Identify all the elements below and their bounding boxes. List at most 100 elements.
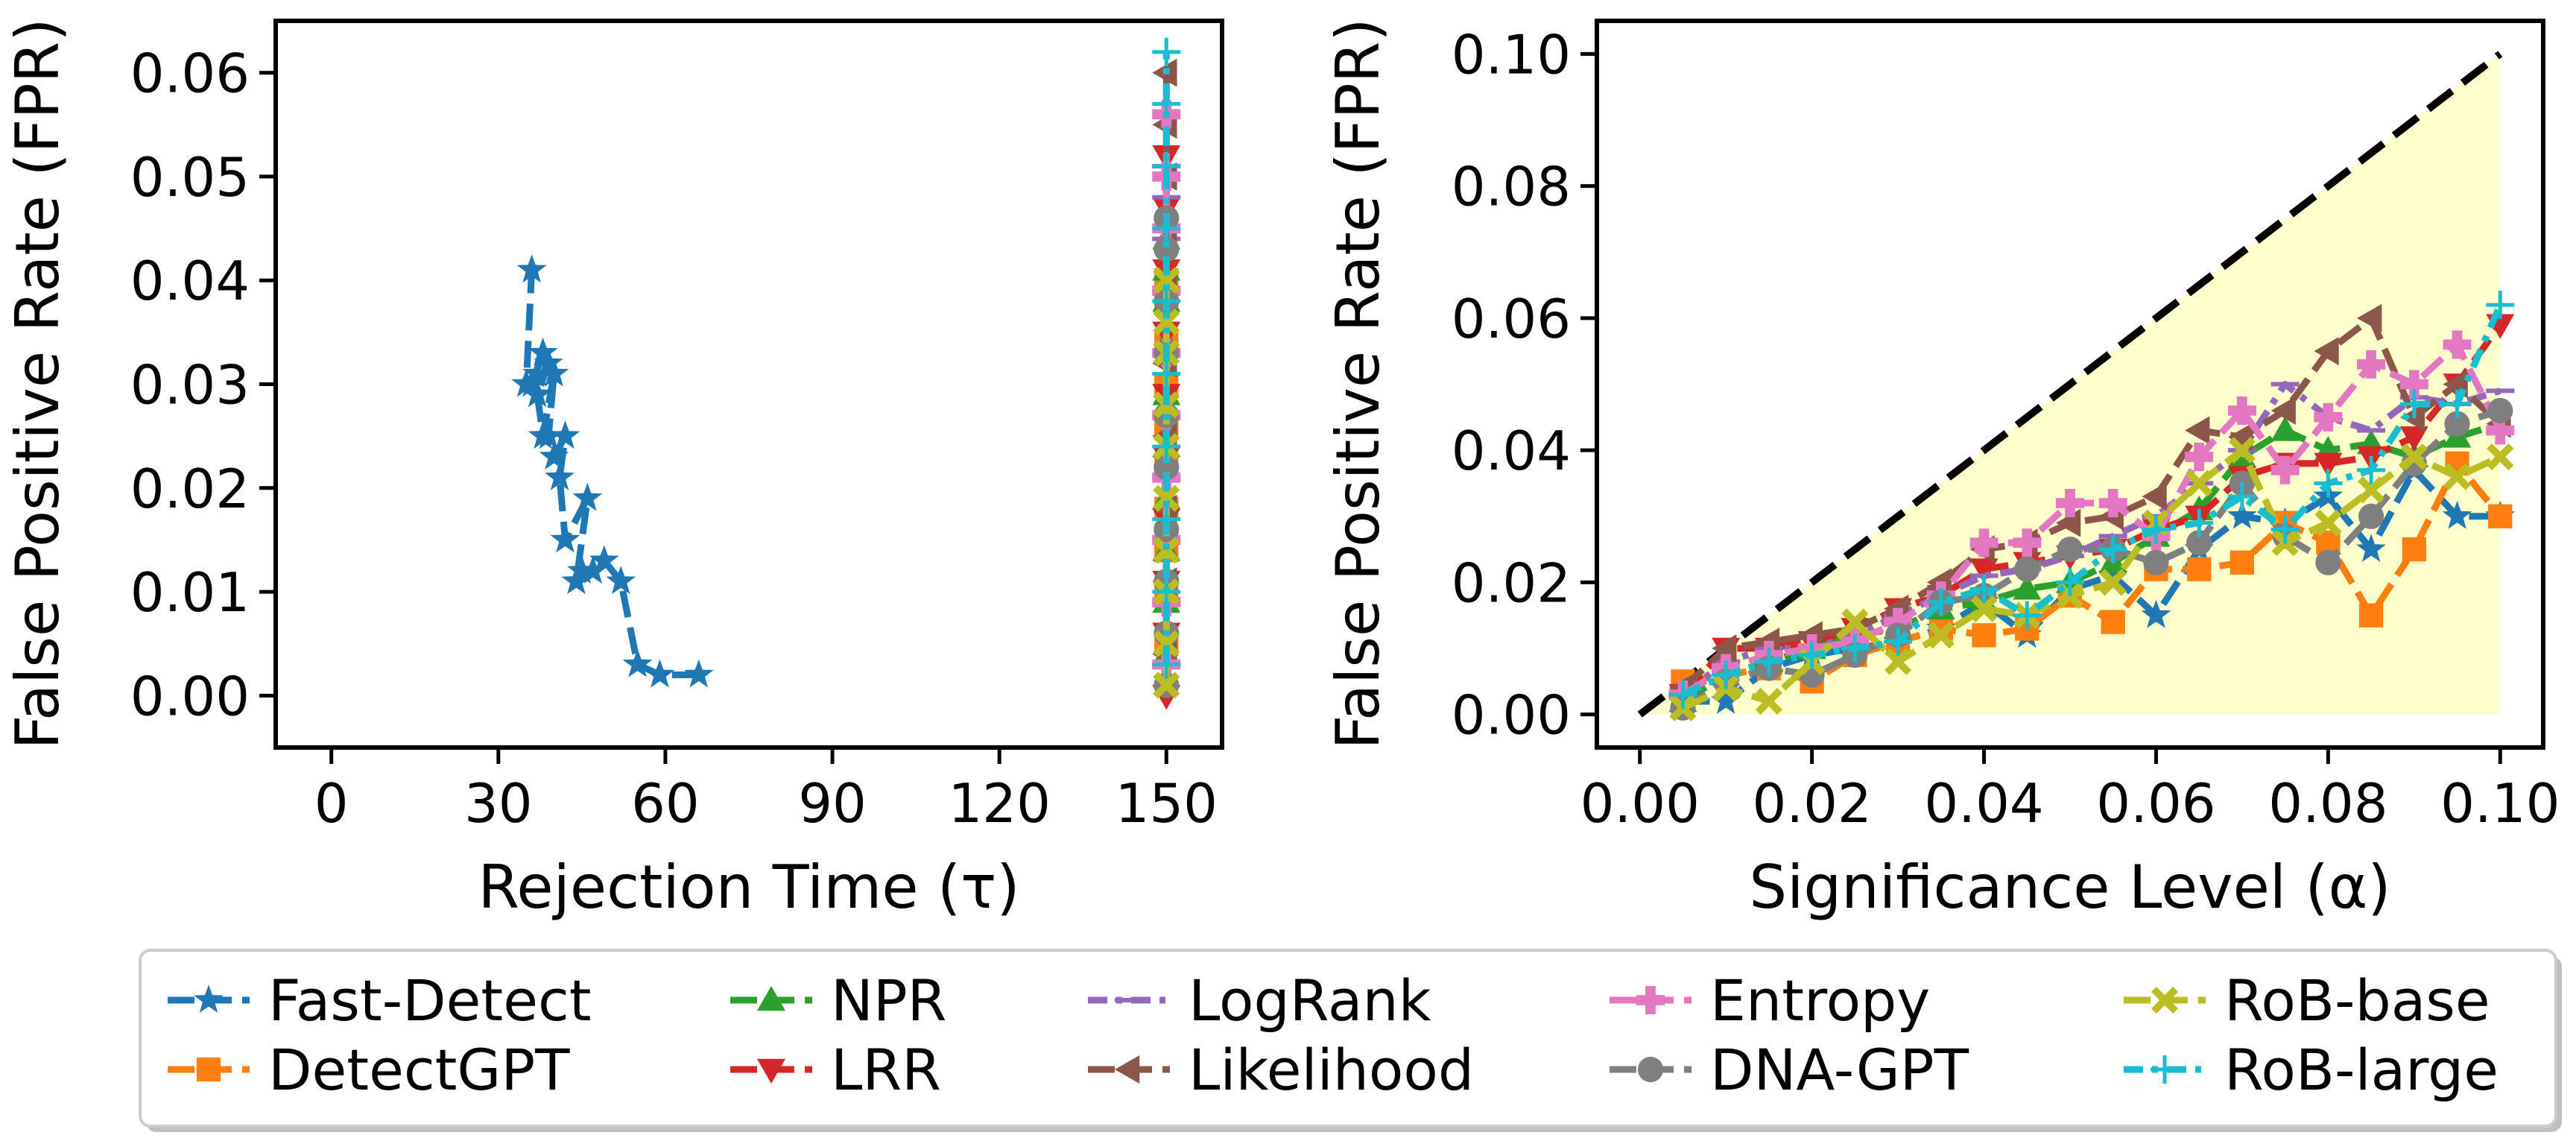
data-point-entropy bbox=[2013, 528, 2042, 557]
left-plot-area bbox=[511, 37, 1181, 710]
data-point-detectgpt bbox=[2230, 550, 2255, 575]
right-y-tick-label: 0.10 bbox=[1452, 23, 1571, 86]
data-point-dna-gpt bbox=[2057, 536, 2083, 563]
data-point-rob-base bbox=[1841, 608, 1869, 636]
legend-item-detectgpt: DetectGPT bbox=[168, 1037, 570, 1103]
data-point-rob-large bbox=[1152, 505, 1181, 534]
data-point-rob-large bbox=[1152, 578, 1181, 607]
data-point-rob-base bbox=[1153, 537, 1180, 564]
data-point-fast-detect bbox=[2227, 500, 2257, 529]
data-point-rob-large bbox=[1926, 588, 1955, 616]
right-y-tick-label: 0.02 bbox=[1452, 552, 1571, 614]
data-point-rob-large bbox=[1152, 650, 1181, 679]
data-point-rob-base bbox=[2358, 476, 2385, 504]
legend-item-dna-gpt: DNA-GPT bbox=[1610, 1037, 1969, 1103]
data-point-detectgpt bbox=[2101, 610, 2125, 634]
series-line-entropy bbox=[1681, 341, 2504, 698]
legend-marker-detectgpt bbox=[196, 1057, 221, 1082]
series-rob-large bbox=[1668, 291, 2515, 710]
legend-item-likelihood: Likelihood bbox=[1088, 1037, 1474, 1103]
left-axes-frame bbox=[273, 19, 1224, 750]
data-point-entropy bbox=[2486, 416, 2515, 445]
data-point-rob-base bbox=[1153, 484, 1180, 512]
left-y-axis-label: False Positive Rate (FPR) bbox=[3, 18, 72, 749]
legend-item-fast-detect: Fast-Detect bbox=[168, 967, 592, 1034]
data-point-rob-large bbox=[2443, 390, 2472, 419]
right-y-tick-label: 0.08 bbox=[1452, 156, 1571, 218]
data-point-rob-large bbox=[2185, 508, 2214, 537]
data-point-fast-detect bbox=[577, 555, 608, 584]
data-point-likelihood bbox=[2142, 482, 2167, 511]
data-point-fast-detect bbox=[606, 566, 636, 595]
legend-marker-rob-large bbox=[2151, 1055, 2179, 1084]
data-point-rob-large bbox=[1969, 575, 1999, 604]
data-point-entropy bbox=[2270, 455, 2300, 484]
data-point-fast-detect bbox=[2442, 500, 2472, 529]
right-y-axis-label: False Positive Rate (FPR) bbox=[1323, 18, 1393, 749]
left-y-tick-label: 0.05 bbox=[130, 146, 250, 209]
data-point-entropy bbox=[2443, 330, 2472, 359]
data-point-rob-large bbox=[2013, 601, 2042, 630]
legend-frame bbox=[139, 949, 2557, 1128]
data-point-fast-detect bbox=[511, 368, 542, 397]
data-point-likelihood bbox=[2357, 303, 2382, 332]
data-point-fast-detect bbox=[683, 659, 714, 688]
data-point-rob-large bbox=[2486, 291, 2515, 320]
data-point-fast-detect bbox=[516, 254, 547, 283]
legend-item-lrr: LRR bbox=[730, 1037, 941, 1103]
data-point-rob-large bbox=[1668, 680, 1697, 710]
left-x-tick-label: 30 bbox=[464, 772, 533, 835]
left-y-tick-label: 0.02 bbox=[130, 458, 250, 520]
legend-marker-lrr bbox=[757, 1058, 785, 1084]
data-point-dna-gpt bbox=[2186, 530, 2212, 556]
right-y-tick-label: 0.06 bbox=[1452, 288, 1571, 350]
right-x-tick-label: 0.02 bbox=[1752, 772, 1871, 835]
legend-label-fast-detect: Fast-Detect bbox=[268, 967, 592, 1034]
legend-marker-npr bbox=[757, 986, 785, 1011]
legend-marker-rob-base bbox=[2151, 986, 2179, 1014]
data-point-dna-gpt bbox=[2014, 556, 2040, 582]
data-point-rob-base bbox=[2487, 443, 2514, 471]
data-point-lrr bbox=[1969, 558, 1999, 584]
data-point-rob-large bbox=[1152, 152, 1181, 180]
right-x-tick-label: 0.04 bbox=[1924, 772, 2043, 835]
right-reference-diagonal bbox=[1637, 51, 2503, 718]
right-x-tick-label: 0.06 bbox=[2096, 772, 2215, 835]
data-point-rob-large bbox=[2056, 568, 2084, 597]
data-point-entropy bbox=[2399, 370, 2428, 399]
legend-item-entropy: Entropy bbox=[1610, 967, 1930, 1034]
legend-item-logrank: LogRank bbox=[1088, 967, 1431, 1034]
data-point-rob-base bbox=[1755, 687, 1782, 715]
data-point-detectgpt bbox=[2187, 557, 2212, 581]
data-point-detectgpt bbox=[2358, 603, 2384, 628]
legend-label-likelihood: Likelihood bbox=[1189, 1037, 1474, 1103]
data-point-rob-base bbox=[2099, 569, 2127, 596]
series-rob-large bbox=[1152, 37, 1181, 679]
legend-label-dna-gpt: DNA-GPT bbox=[1710, 1037, 1969, 1103]
left-x-axis-label: Rejection Time (τ) bbox=[478, 853, 1019, 922]
data-point-dna-gpt bbox=[1153, 454, 1180, 481]
right-axes-frame bbox=[1595, 19, 2545, 750]
data-point-rob-large bbox=[1797, 640, 1826, 669]
data-point-likelihood bbox=[2185, 416, 2210, 445]
data-point-dna-gpt bbox=[2143, 549, 2169, 575]
data-point-npr bbox=[2270, 416, 2300, 441]
legend-label-npr: NPR bbox=[831, 967, 947, 1034]
right-panel: 0.00 0.02 0.04 0.06 0.08 0.10 0.00 0.02 0.04 0.0… bbox=[1323, 18, 2560, 922]
legend-label-rob-large: RoB-large bbox=[2224, 1037, 2499, 1103]
series-line-detectgpt bbox=[1682, 460, 2503, 685]
data-point-fast-detect bbox=[545, 462, 575, 490]
legend-label-lrr: LRR bbox=[831, 1037, 941, 1103]
data-point-entropy bbox=[2314, 402, 2343, 432]
data-point-rob-large bbox=[1152, 89, 1181, 118]
data-point-fast-detect bbox=[572, 482, 603, 511]
left-x-tick-label: 150 bbox=[1115, 772, 1218, 835]
data-point-detectgpt bbox=[2488, 504, 2513, 528]
data-point-fast-detect bbox=[528, 420, 558, 449]
data-point-rob-large bbox=[2399, 390, 2428, 419]
right-y-tick-label: 0.00 bbox=[1452, 684, 1571, 747]
data-point-rob-large bbox=[1152, 287, 1181, 316]
data-point-rob-large bbox=[1841, 634, 1870, 663]
data-point-rob-large bbox=[2314, 469, 2343, 498]
